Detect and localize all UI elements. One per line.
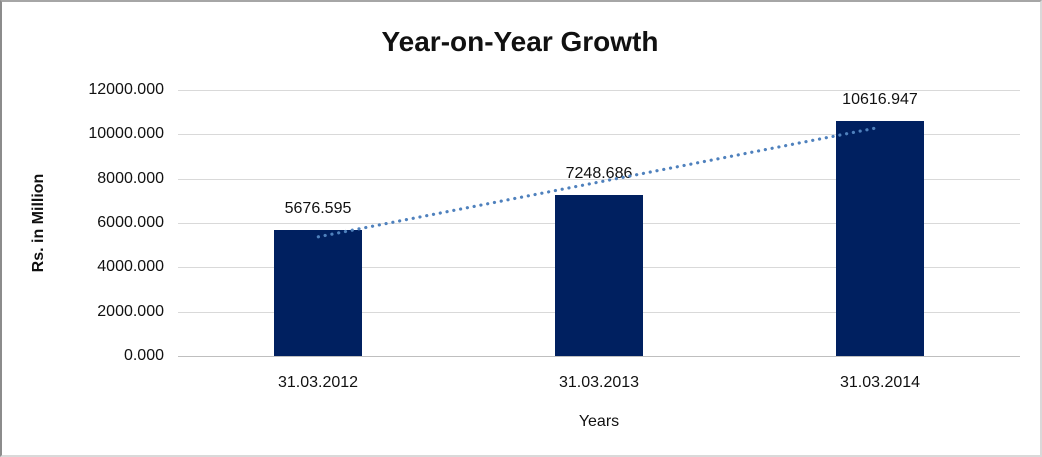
bar xyxy=(836,121,924,356)
data-label: 10616.947 xyxy=(842,91,918,108)
y-tick-label: 2000.000 xyxy=(97,303,164,320)
chart-title: Year-on-Year Growth xyxy=(381,26,659,57)
data-label: 5676.595 xyxy=(284,200,352,217)
y-tick-label: 0.000 xyxy=(123,347,164,364)
y-tick-label: 4000.000 xyxy=(97,258,164,275)
x-axis-line xyxy=(178,356,1020,357)
x-tick-label: 31.03.2013 xyxy=(558,374,640,391)
x-tick-label: 31.03.2014 xyxy=(839,374,921,391)
y-tick-label: 6000.000 xyxy=(97,214,164,231)
y-tick-label: 10000.000 xyxy=(88,125,164,142)
y-tick-label: 8000.000 xyxy=(97,170,164,187)
x-tick-label: 31.03.2012 xyxy=(277,374,359,391)
data-label: 7248.686 xyxy=(565,165,633,182)
x-axis-title: Years xyxy=(578,413,620,430)
bar xyxy=(555,195,643,356)
gridline xyxy=(178,90,1020,91)
bar xyxy=(274,230,362,356)
y-tick-label: 12000.000 xyxy=(88,81,164,98)
